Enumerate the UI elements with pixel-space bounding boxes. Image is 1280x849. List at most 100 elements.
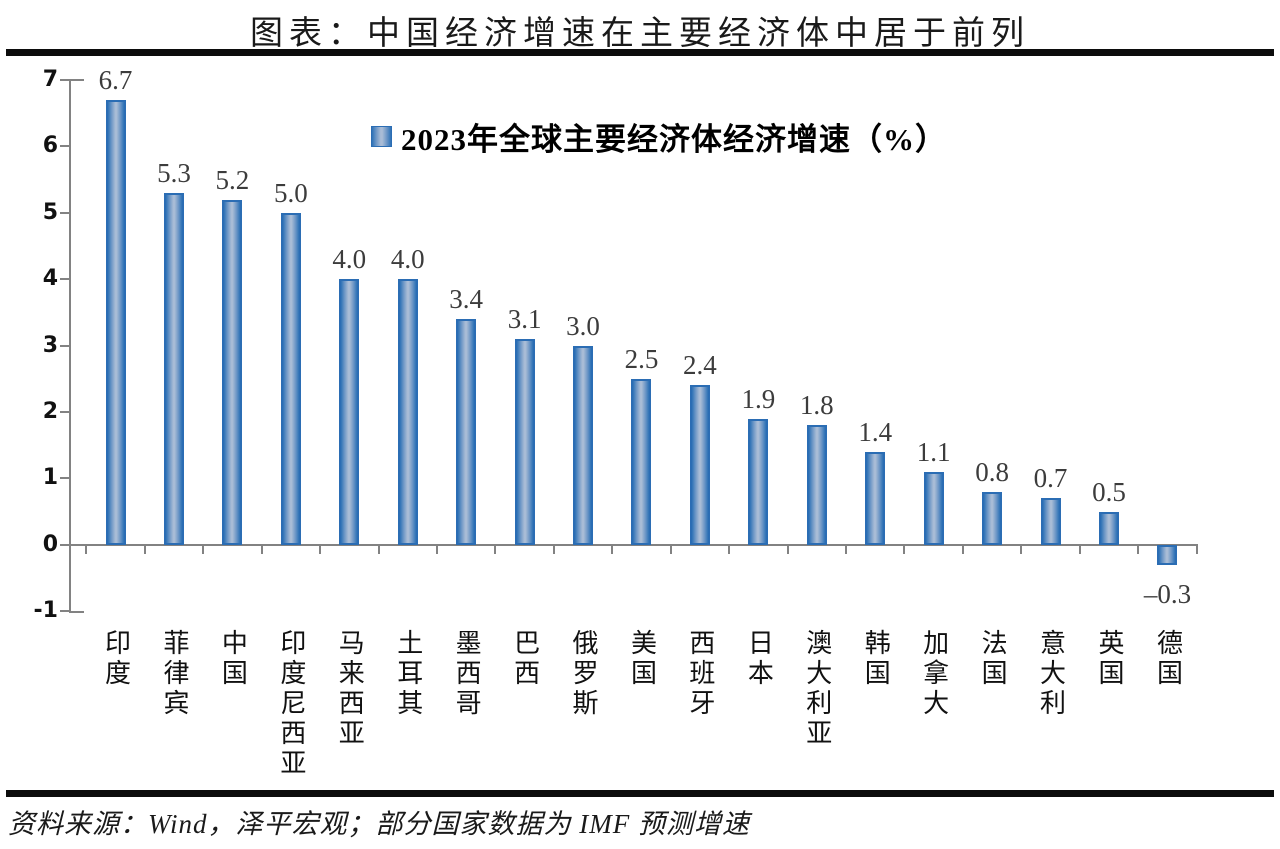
bar xyxy=(514,338,535,545)
category-label: 墨西哥 xyxy=(452,629,482,719)
bar xyxy=(397,279,418,545)
x-axis-tick xyxy=(202,545,205,554)
x-axis-tick xyxy=(260,545,263,554)
y-axis-tick xyxy=(60,344,69,347)
x-axis-tick xyxy=(961,545,964,554)
bar xyxy=(105,99,126,545)
y-axis-tick xyxy=(60,79,69,81)
category-label: 意大利 xyxy=(1036,629,1066,719)
x-axis-tick xyxy=(611,545,614,554)
category-label: 美国 xyxy=(627,629,657,689)
x-axis-tick xyxy=(845,545,848,554)
x-axis-tick xyxy=(435,545,438,554)
category-label: 巴西 xyxy=(510,629,540,689)
y-axis-tick-label: 0 xyxy=(42,531,58,557)
y-axis-tick xyxy=(60,211,69,214)
x-axis-tick xyxy=(377,545,380,554)
bar xyxy=(806,425,827,545)
bar-value-label: 1.1 xyxy=(916,436,951,467)
legend-label: 2023年全球主要经济体经济增速（%） xyxy=(401,122,947,157)
bar xyxy=(1157,544,1178,565)
x-axis-tick xyxy=(1078,545,1081,554)
bar-value-label: 1.4 xyxy=(858,416,893,447)
category-label: 英国 xyxy=(1095,629,1124,689)
x-axis-tick xyxy=(319,545,322,554)
category-label: 印度尼西亚 xyxy=(276,629,306,779)
x-axis-tick xyxy=(728,545,731,554)
category-label: 俄罗斯 xyxy=(569,629,599,719)
bar xyxy=(339,279,360,545)
bar-value-label: 3.0 xyxy=(566,310,600,341)
x-axis-tick xyxy=(1020,545,1023,554)
bar xyxy=(923,471,944,545)
bar-value-label: 2.5 xyxy=(624,343,659,374)
y-axis-tick xyxy=(60,145,69,148)
category-label: 韩国 xyxy=(861,629,891,689)
bar xyxy=(456,319,477,545)
bar-value-label: –0.3 xyxy=(1143,578,1192,609)
chart-title: 图表：中国经济增速在主要经济体中居于前列 xyxy=(250,16,1030,52)
x-axis-line xyxy=(69,543,1198,546)
y-axis-tick xyxy=(60,411,69,413)
y-axis-tick xyxy=(60,610,69,613)
bar xyxy=(689,385,710,545)
bar xyxy=(573,345,594,545)
bar xyxy=(1040,498,1061,545)
bar xyxy=(631,378,652,545)
category-label: 土耳其 xyxy=(393,629,423,719)
top-rule xyxy=(6,49,1274,56)
y-axis-tick-label: 7 xyxy=(42,67,58,92)
y-axis-top-foot xyxy=(69,79,84,81)
bar-value-label: 5.3 xyxy=(157,157,191,188)
bar xyxy=(280,212,301,545)
y-axis-tick xyxy=(60,477,69,480)
y-axis-line xyxy=(69,79,71,614)
y-axis-tick-label: 3 xyxy=(42,332,58,358)
category-label: 法国 xyxy=(978,629,1008,689)
x-axis-tick xyxy=(143,545,146,554)
y-axis-tick xyxy=(60,278,69,281)
category-label: 马来西亚 xyxy=(335,629,365,749)
category-label: 德国 xyxy=(1153,629,1183,689)
x-axis-tick xyxy=(786,545,789,554)
bottom-rule xyxy=(6,790,1274,797)
bar-value-label: 4.0 xyxy=(332,244,367,275)
category-label: 中国 xyxy=(218,629,248,689)
y-axis-tick-label: 6 xyxy=(42,133,58,159)
x-axis-tick xyxy=(494,545,497,554)
y-axis-tick-label: 1 xyxy=(42,465,58,491)
bar xyxy=(982,491,1003,545)
x-axis-tick xyxy=(552,545,555,554)
bar xyxy=(865,451,886,545)
bar xyxy=(163,192,184,545)
category-label: 澳大利亚 xyxy=(802,629,832,749)
category-label: 日本 xyxy=(744,629,774,689)
category-label: 加拿大 xyxy=(919,629,949,719)
source-note: 资料来源：Wind，泽平宏观；部分国家数据为 IMF 预测增速 xyxy=(8,809,750,839)
bar-value-label: 0.8 xyxy=(975,456,1009,487)
bar-value-label: 0.7 xyxy=(1033,463,1068,494)
bar-value-label: 3.1 xyxy=(507,303,542,334)
y-axis-tick-label: 2 xyxy=(42,399,58,424)
y-axis-bottom-foot xyxy=(69,611,84,614)
bar-value-label: 0.5 xyxy=(1092,476,1126,507)
x-axis-tick xyxy=(85,545,88,554)
bar-value-label: 1.9 xyxy=(741,383,776,414)
bar-value-label: 5.2 xyxy=(215,164,250,195)
y-axis-tick-label: -1 xyxy=(33,598,58,624)
bar-value-label: 1.8 xyxy=(799,390,834,421)
legend: 2023年全球主要经济体经济增速（%） xyxy=(371,114,947,159)
y-axis-tick-label: 4 xyxy=(42,266,58,292)
y-axis-tick-label: 5 xyxy=(42,199,58,225)
bar xyxy=(222,199,243,545)
bar-value-label: 6.7 xyxy=(98,64,133,95)
bar-value-label: 2.4 xyxy=(683,350,717,381)
category-label: 菲律宾 xyxy=(159,629,189,719)
x-axis-tick xyxy=(1195,545,1198,554)
bar xyxy=(748,418,769,545)
x-axis-tick xyxy=(903,545,906,554)
y-axis-tick xyxy=(60,543,69,546)
x-axis-tick xyxy=(669,545,672,554)
bar-value-label: 3.4 xyxy=(449,284,484,315)
